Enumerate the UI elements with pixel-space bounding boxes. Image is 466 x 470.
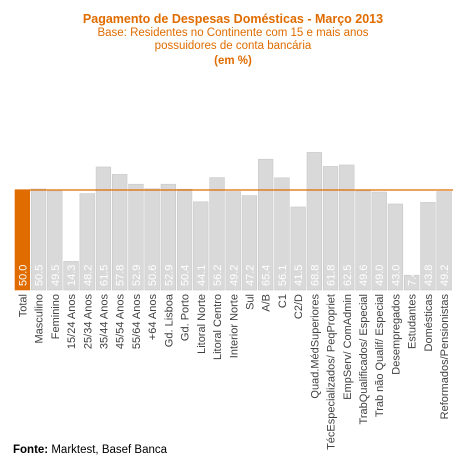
- bar-15: [257, 158, 274, 291]
- value-label-1: 50.5: [34, 265, 46, 286]
- value-label-25: 43.8: [423, 265, 435, 286]
- value-label-26: 49.2: [439, 265, 451, 286]
- value-label-15: 65.4: [261, 265, 273, 286]
- value-label-7: 52.9: [131, 265, 143, 286]
- bar-26: [436, 191, 452, 291]
- value-label-6: 57.8: [115, 265, 127, 286]
- bar-24: [403, 274, 420, 291]
- value-label-22: 49.0: [374, 265, 386, 286]
- bar-18: [306, 152, 322, 291]
- value-label-23: 43.0: [391, 265, 403, 286]
- value-label-3: 14.3: [66, 265, 78, 286]
- category-label-5: 35/44 Anos: [99, 294, 111, 350]
- chart-unit: (em %): [214, 55, 252, 67]
- chart-subtitle-2: possuidores de conta bancária: [154, 40, 312, 52]
- category-label-10: Gd. Porto: [180, 294, 192, 341]
- category-label-14: Sul: [245, 294, 257, 310]
- value-label-13: 49.2: [228, 265, 240, 286]
- value-label-10: 50.4: [180, 265, 192, 286]
- value-label-16: 56.1: [277, 265, 289, 286]
- bar-23: [387, 203, 404, 291]
- chart-title: Pagamento de Despesas Domésticas - Março…: [82, 12, 384, 26]
- category-label-13: Interior Norte: [228, 294, 240, 358]
- value-label-24: 7.4: [407, 271, 419, 286]
- bar-21: [355, 190, 371, 291]
- category-label-26: Reformados/Pensionistas: [439, 294, 451, 420]
- value-label-14: 47.2: [245, 265, 257, 286]
- category-label-9: Gd. Lisboa: [163, 293, 175, 347]
- bar-12: [209, 177, 225, 291]
- category-label-22: Trab não Qualif/ Especial: [374, 294, 386, 417]
- value-label-18: 68.8: [309, 265, 321, 286]
- source-note: Fonte: Marktest, Basef Banca: [13, 444, 167, 456]
- value-label-11: 44.1: [196, 265, 208, 286]
- bar-6: [112, 174, 128, 291]
- bar-3: [63, 261, 79, 291]
- bar-20: [339, 164, 355, 291]
- category-label-1: Masculino: [34, 294, 46, 344]
- chart-titles: Pagamento de Despesas Domésticas - Março…: [0, 12, 466, 69]
- bar-7: [128, 183, 144, 291]
- category-label-0: Total: [17, 294, 29, 317]
- bar-25: [420, 202, 436, 291]
- category-label-23: Desempregados: [391, 294, 403, 375]
- bar-10: [176, 188, 193, 291]
- value-label-5: 61.5: [99, 265, 111, 286]
- value-label-21: 49.6: [358, 265, 370, 286]
- source-label: Fonte:: [13, 444, 49, 456]
- category-label-15: A/B: [261, 294, 273, 312]
- value-label-0: 50.0: [17, 265, 29, 286]
- category-label-8: +64 Anos: [147, 294, 159, 341]
- category-label-3: 15/24 Anos: [66, 294, 78, 350]
- category-label-19: TécEspecializados/ PeqPropriet: [326, 294, 338, 450]
- bar-8: [144, 188, 160, 291]
- category-label-17: C2/D: [293, 294, 305, 319]
- bar-9: [160, 183, 176, 291]
- value-label-9: 52.9: [163, 265, 175, 286]
- source-text: Marktest, Basef Banca: [51, 444, 168, 456]
- category-label-12: Litoral Centro: [212, 294, 224, 360]
- bar-14: [241, 195, 258, 291]
- bar-5: [95, 166, 112, 291]
- category-label-6: 45/54 Anos: [115, 294, 127, 350]
- value-label-8: 50.6: [147, 265, 159, 286]
- category-label-25: Domésticas: [423, 294, 435, 352]
- bar-22: [371, 191, 387, 291]
- value-label-4: 48.2: [82, 265, 94, 286]
- value-label-12: 56.2: [212, 265, 224, 286]
- value-label-19: 61.8: [326, 265, 338, 286]
- value-label-2: 49.5: [50, 265, 62, 286]
- bar-11: [193, 201, 209, 291]
- bar-13: [225, 191, 241, 291]
- category-label-24: Estudantes: [407, 294, 419, 350]
- category-label-16: C1: [277, 294, 289, 308]
- category-label-11: Litoral Norte: [196, 294, 208, 354]
- bar-2: [47, 190, 63, 291]
- category-label-7: 55/64 Anos: [131, 294, 143, 350]
- category-label-2: Feminino: [50, 294, 62, 339]
- bar-1: [30, 188, 47, 291]
- category-label-21: TrabQualificados/ Especial: [358, 294, 370, 424]
- bar-16: [274, 177, 290, 291]
- bar-19: [322, 166, 339, 291]
- category-label-4: 25/34 Anos: [82, 294, 94, 350]
- chart-subtitle: Base: Residentes no Continente com 15 e …: [97, 27, 369, 39]
- value-label-20: 62.5: [342, 265, 354, 286]
- category-label-18: Quad.MédSuperiores: [309, 294, 321, 399]
- bar-17: [290, 206, 306, 291]
- bar-4: [79, 193, 95, 291]
- value-label-17: 41.5: [293, 265, 305, 286]
- category-label-20: EmpServ/ ComAdmin: [342, 294, 354, 400]
